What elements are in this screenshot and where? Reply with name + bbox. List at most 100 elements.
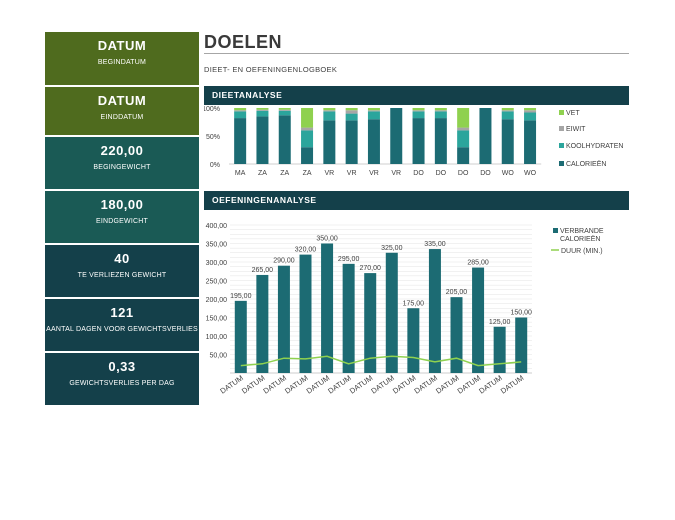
legend-label: CALORIEËN <box>560 235 600 243</box>
card-value: 0,33 <box>108 359 136 374</box>
bar-data-label: 290,00 <box>273 258 295 265</box>
x-tick-label: DATUM <box>240 373 267 395</box>
x-tick-label: WO <box>524 170 537 177</box>
bar-data-label: 320,00 <box>295 247 317 254</box>
calorie-bar <box>299 254 312 373</box>
calorie-bar <box>407 308 420 373</box>
bar-data-label: 295,00 <box>338 256 360 263</box>
diet-bar-segment <box>323 108 336 111</box>
diet-bar-segment <box>501 108 514 111</box>
calorie-bar <box>321 243 334 373</box>
legend-swatch <box>559 126 564 131</box>
bar-data-label: 335,00 <box>424 241 446 248</box>
calorie-bar <box>364 273 377 373</box>
diet-bar-segment <box>412 110 425 112</box>
card-value: 121 <box>110 305 134 320</box>
diet-bar-segment <box>457 130 470 148</box>
y-tick-label: 50,00 <box>209 353 227 360</box>
bar-data-label: 270,00 <box>360 265 382 272</box>
diet-bar-segment <box>501 110 514 112</box>
bar-data-label: 175,00 <box>403 300 425 307</box>
calorie-bar <box>472 267 485 373</box>
diet-bar-segment <box>234 110 247 112</box>
summary-card: 40 TE VERLIEZEN GEWICHT <box>45 245 199 297</box>
page-subtitle: DIEET- EN OEFENINGENLOGBOEK <box>204 65 338 74</box>
diet-bar-segment <box>524 112 537 121</box>
legend-swatch <box>559 110 564 115</box>
x-tick-label: ZA <box>303 170 312 177</box>
x-tick-label: WO <box>502 170 515 177</box>
title-divider <box>204 53 629 54</box>
x-tick-label: DO <box>458 170 469 177</box>
x-tick-label: VR <box>391 170 401 177</box>
diet-bar-segment <box>323 111 336 121</box>
x-tick-label: DATUM <box>434 373 461 395</box>
x-tick-label: DO <box>436 170 447 177</box>
legend-label: DUUR (MIN.) <box>561 248 603 255</box>
duration-line <box>240 355 522 367</box>
diet-bar-segment <box>256 108 269 110</box>
x-tick-label: DO <box>413 170 424 177</box>
x-tick-label: VR <box>347 170 357 177</box>
calorie-bar <box>450 297 463 373</box>
x-tick-label: VR <box>324 170 334 177</box>
diet-bar-segment <box>367 110 380 112</box>
bar-data-label: 325,00 <box>381 245 403 252</box>
calorie-bar <box>277 265 290 373</box>
legend-swatch <box>559 143 564 148</box>
bar-data-label: 125,00 <box>489 319 511 326</box>
diet-bar-segment <box>367 119 380 164</box>
summary-card: 180,00 EINDGEWICHT <box>45 191 199 243</box>
diet-bar-segment <box>301 127 314 131</box>
bar-data-label: 150,00 <box>511 310 533 317</box>
summary-card: DATUM EINDDATUM <box>45 87 199 135</box>
x-tick-label: DATUM <box>499 373 526 395</box>
bar-data-label: 205,00 <box>446 289 468 296</box>
diet-bar-segment <box>524 108 537 111</box>
calorie-bar <box>515 317 528 373</box>
diet-bar-segment <box>501 119 514 164</box>
card-value: 40 <box>114 251 130 266</box>
diet-bar-segment <box>434 111 447 119</box>
diet-bar-segment <box>278 110 291 116</box>
card-label: EINDDATUM <box>100 114 144 121</box>
calorie-bar <box>428 249 441 373</box>
diet-bar-segment <box>434 118 447 164</box>
calorie-bar <box>234 300 247 373</box>
diet-bar-segment <box>367 111 380 120</box>
diet-bar-segment <box>323 120 336 164</box>
x-tick-label: VR <box>369 170 379 177</box>
card-label: BEGINDATUM <box>97 59 147 66</box>
diet-bar-segment <box>256 110 269 117</box>
diet-bar-segment <box>256 109 269 111</box>
summary-card: 121 AANTAL DAGEN VOOR GEWICHTSVERLIES <box>45 299 199 351</box>
diet-bar-segment <box>345 120 358 164</box>
page-title: DOELEN <box>204 32 283 52</box>
x-tick-label: DO <box>480 170 491 177</box>
diet-bar-segment <box>301 108 314 128</box>
diet-bar-segment <box>524 110 537 113</box>
legend-label: CALORIEËN <box>566 160 606 168</box>
y-tick-label: 400,00 <box>206 223 228 230</box>
diet-bar-segment <box>234 111 247 119</box>
summary-card: 0,33 GEWICHTSVERLIES PER DAG <box>45 353 199 405</box>
y-tick-label: 350,00 <box>206 242 228 249</box>
x-tick-label: DATUM <box>305 373 332 395</box>
card-label: BEGINGEWICHT <box>93 164 151 171</box>
card-value: DATUM <box>97 38 147 53</box>
diet-bar-segment <box>390 108 403 164</box>
diet-bar-segment <box>323 110 336 112</box>
diet-bar-segment <box>412 111 425 119</box>
diet-bar-segment <box>524 120 537 164</box>
diet-bar-segment <box>457 108 470 128</box>
calorie-bar <box>493 326 506 373</box>
x-tick-label: MA <box>235 170 246 177</box>
diet-bar-segment <box>301 130 314 148</box>
x-tick-label: ZA <box>280 170 289 177</box>
y-tick-label: 100,00 <box>206 334 228 341</box>
legend-label: EIWIT <box>566 126 586 133</box>
diet-bar-segment <box>412 108 425 111</box>
card-label: AANTAL DAGEN VOOR GEWICHTSVERLIES <box>46 326 198 333</box>
exercise-analysis-chart: 400,00 350,00 300,00 250,00 200,00 150,00 100,… <box>206 223 604 396</box>
x-tick-label: DATUM <box>369 373 396 395</box>
